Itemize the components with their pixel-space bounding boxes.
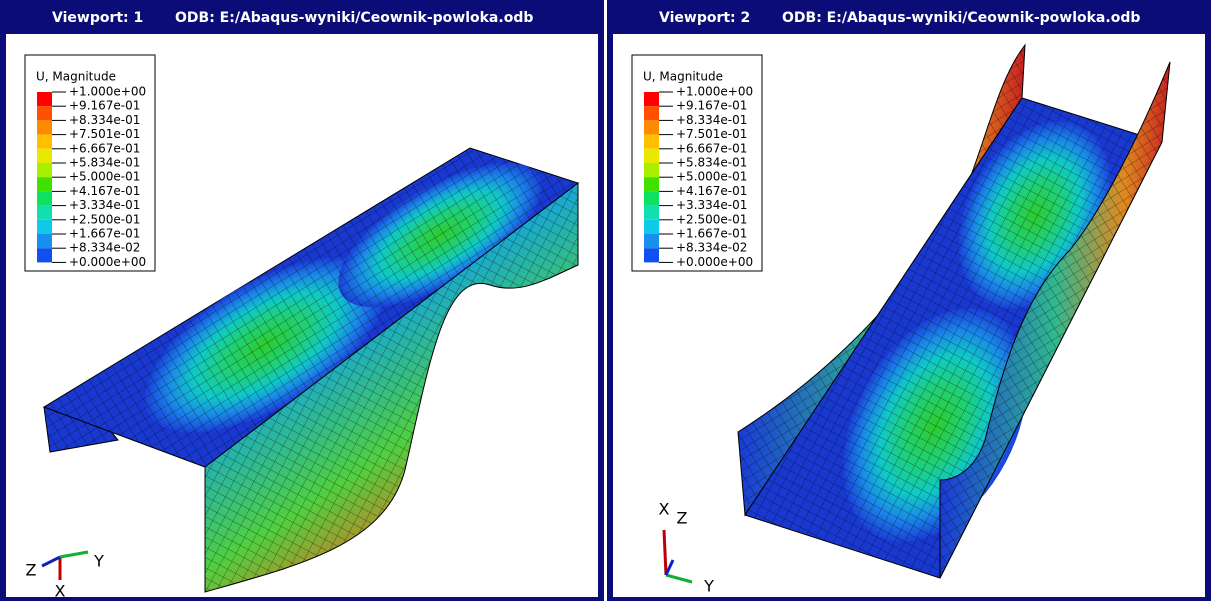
legend-level: +3.334e-01 [69,198,140,212]
legend-band [37,163,52,177]
legend-band [644,220,659,234]
abaqus-window: Viewport: 1 ODB: E:/Abaqus-wyniki/Ceownik… [0,0,1211,601]
legend-band [644,177,659,191]
legend-level: +1.000e+00 [676,85,753,99]
legend-band [37,106,52,120]
legend-band [37,135,52,149]
legend-band [37,177,52,191]
triad-label: Y [93,552,104,571]
legend-band [37,206,52,220]
legend-level: +2.500e-01 [676,212,747,226]
legend-level: +0.000e+00 [69,255,146,269]
legend-band [644,248,659,262]
legend-band [37,191,52,205]
legend-level: +5.000e-01 [676,170,747,184]
legend-band [644,106,659,120]
legend-level: +5.000e-01 [69,170,140,184]
viewport: Viewport: 2 ODB: E:/Abaqus-wyniki/Ceownik… [607,0,1211,601]
viewport-label: Viewport: 2 [659,10,750,26]
viewport: Viewport: 1 ODB: E:/Abaqus-wyniki/Ceownik… [0,0,604,601]
legend-band [37,149,52,163]
legend-band [37,92,52,106]
odb-path: ODB: E:/Abaqus-wyniki/Ceownik-powloka.od… [175,10,533,26]
viewport-label: Viewport: 1 [52,10,143,26]
legend-band [644,120,659,134]
legend-title: U, Magnitude [643,70,723,84]
legend-level: +8.334e-01 [69,113,140,127]
legend-level: +5.834e-01 [69,156,140,170]
legend-level: +2.500e-01 [69,212,140,226]
legend-level: +1.667e-01 [69,227,140,241]
legend-level: +3.334e-01 [676,198,747,212]
legend-band [37,120,52,134]
triad-label: Z [677,509,688,528]
legend-title: U, Magnitude [36,70,116,84]
legend-level: +9.167e-01 [69,99,140,113]
legend-level: +1.667e-01 [676,227,747,241]
legend-level: +4.167e-01 [676,184,747,198]
legend-level: +6.667e-01 [676,141,747,155]
legend-band [644,92,659,106]
triad-label: Y [703,577,714,596]
legend-band [644,163,659,177]
legend-band [37,248,52,262]
legend-level: +5.834e-01 [676,156,747,170]
triad-label: Z [26,561,37,580]
legend-band [644,191,659,205]
legend-band [644,206,659,220]
legend-level: +8.334e-02 [676,241,747,255]
legend-level: +1.000e+00 [69,85,146,99]
legend-band [644,149,659,163]
legend-level: +8.334e-02 [69,241,140,255]
triad-label: X [55,582,66,601]
odb-path: ODB: E:/Abaqus-wyniki/Ceownik-powloka.od… [782,10,1140,26]
legend-band [37,234,52,248]
triad-axis [664,530,666,575]
legend-level: +8.334e-01 [676,113,747,127]
legend-level: +9.167e-01 [676,99,747,113]
legend-band [644,135,659,149]
triad-label: X [659,500,670,519]
legend-band [644,234,659,248]
legend-band [37,220,52,234]
legend-level: +0.000e+00 [676,255,753,269]
page: Viewport: 1 ODB: E:/Abaqus-wyniki/Ceownik… [0,0,1211,601]
legend-level: +7.501e-01 [676,127,747,141]
legend-level: +4.167e-01 [69,184,140,198]
legend-level: +6.667e-01 [69,141,140,155]
legend-level: +7.501e-01 [69,127,140,141]
